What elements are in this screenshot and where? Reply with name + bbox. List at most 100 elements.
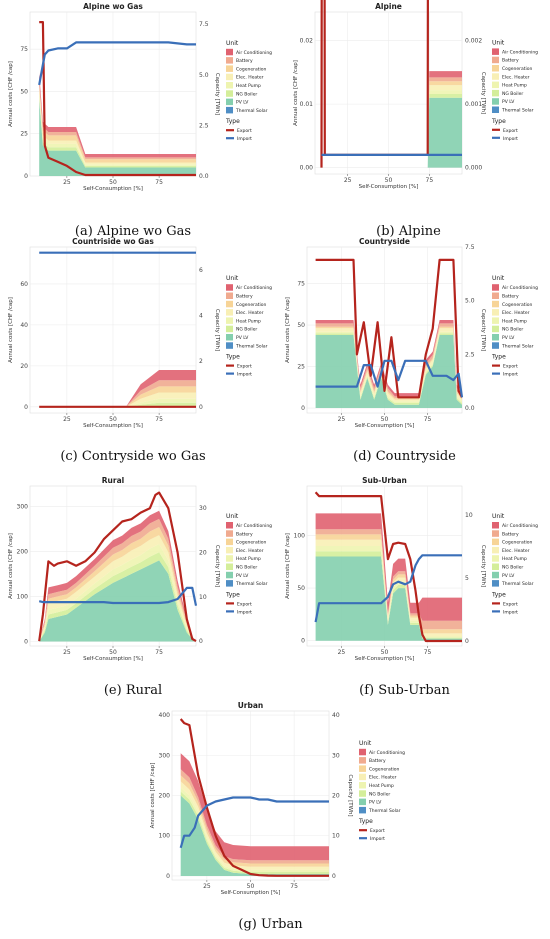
area-battery [39,81,197,160]
y2-axis-label: Capacity [TWh] [480,72,486,114]
legend-unit-title: Unit [492,275,505,282]
x-tick-label: 75 [426,177,434,184]
area-air-conditioning [39,72,197,158]
x-tick-label: 75 [155,416,163,423]
legend-swatch [492,334,499,341]
legend-item: Thermal Solar [235,343,268,349]
area-air-conditioning [39,370,197,407]
legend-item: Heat Pump [236,318,261,324]
x-tick-label: 25 [63,649,71,656]
legend-swatch [492,300,499,308]
legend-item: Export [503,364,518,370]
figure-caption: (a) Alpine wo Gas [75,224,191,239]
chart-title: Countriside wo Gas [72,237,154,246]
legend-item: Cogeneration [502,540,533,546]
y2-tick-label: 5 [465,575,469,582]
legend-item: PV LV [502,573,515,579]
area-battery [39,380,197,407]
line-import [314,554,462,623]
x-tick-label: 75 [424,649,432,656]
y-tick-label: 0 [24,638,28,645]
legend-item: Import [237,136,252,142]
y2-tick-label: 0.0 [199,173,209,180]
y2-tick-label: 6 [199,267,203,274]
legend-item: NG Boiler [236,91,257,97]
y-tick-label: 100 [159,833,171,840]
legend-swatch [492,284,499,291]
x-tick-label: 50 [109,649,117,656]
line-import [38,41,196,86]
y2-tick-label: 0.001 [465,101,482,108]
legend-swatch [492,571,499,579]
legend-item: Import [503,609,518,615]
y2-tick-label: 10 [465,512,473,519]
legend-item: Elec. Heater [236,310,264,316]
legend-item: Air Conditioning [502,285,538,291]
legend-item: Cogeneration [369,766,400,772]
legend-swatch [226,292,233,299]
y2-tick-label: 0 [199,404,203,411]
x-tick-label: 50 [109,179,117,186]
legend-swatch [226,48,233,56]
legend-swatch [492,546,499,554]
legend-item: NG Boiler [502,327,523,333]
legend-type-title: Type [225,118,240,125]
x-tick-label: 75 [155,179,163,186]
y-axis-label: Annual costs [CHF /cap] [293,60,299,126]
legend-swatch [226,538,233,546]
legend-item: Elec. Heater [502,548,530,554]
x-tick-label: 75 [424,416,432,423]
legend-type-title: Type [491,118,506,125]
y-tick-label: 20 [20,363,28,370]
y-axis-label: Annual costs [CHF /cap] [285,533,291,599]
line-export [314,491,462,643]
chart-panel: Countriside wo Gas 25 50 75 0 20 40 60 0 2 4 6 Self-… [8,237,272,464]
area-pv-lv [315,335,462,408]
legend-swatch [359,748,366,756]
legend-item: Battery [502,531,519,537]
y-tick-label: 0.00 [300,165,314,172]
y2-axis-label: Capacity [TWh] [214,309,220,351]
y-tick-label: 0 [24,173,28,180]
chart-panel: Sub-Urban 25 50 75 0 50 100 0 5 10 Self-Consumptio… [285,476,538,698]
legend-item: NG Boiler [502,91,523,97]
x-tick-label: 25 [338,416,346,423]
legend-swatch [359,806,366,814]
legend-swatch [226,325,233,333]
figure-caption: (c) Contryside wo Gas [60,449,205,464]
y-tick-label: 400 [159,712,171,719]
legend-item: Air Conditioning [502,523,538,529]
y-tick-label: 50 [20,88,28,95]
legend-item: Import [237,372,252,378]
y-tick-label: 200 [17,548,29,555]
y2-tick-label: 0.0 [465,405,475,412]
y2-tick-label: 5.0 [199,72,209,79]
legend-swatch [492,48,499,55]
x-axis-label: Self-Consumption [%] [355,656,415,662]
legend-swatch [226,300,233,308]
y2-tick-label: 2 [199,358,203,365]
x-tick-label: 50 [381,416,389,423]
legend-item: Export [370,828,385,834]
y-tick-label: 300 [159,752,171,759]
x-tick-label: 75 [155,649,163,656]
y-tick-label: 300 [17,503,29,510]
legend-swatch [492,65,499,72]
legend-item: Elec. Heater [236,548,264,554]
x-axis-label: Self-Consumption [%] [83,423,143,429]
legend-swatch [226,284,233,291]
legend-swatch [492,89,499,97]
area-air-conditioning [180,753,329,861]
figure-caption: (d) Countryside [353,449,456,464]
legend-item: Heat Pump [502,318,527,324]
area-pv-lv [180,795,329,876]
legend-item: Export [237,128,252,134]
legend-item: NG Boiler [236,565,257,571]
legend-swatch [226,317,233,324]
x-axis-label: Self-Consumption [%] [359,184,419,190]
chart-title: Countryside [359,237,410,246]
area-pv-lv [39,99,197,176]
legend-item: Import [503,136,518,142]
y2-tick-label: 0.002 [465,38,482,45]
y-tick-label: 75 [297,281,305,288]
